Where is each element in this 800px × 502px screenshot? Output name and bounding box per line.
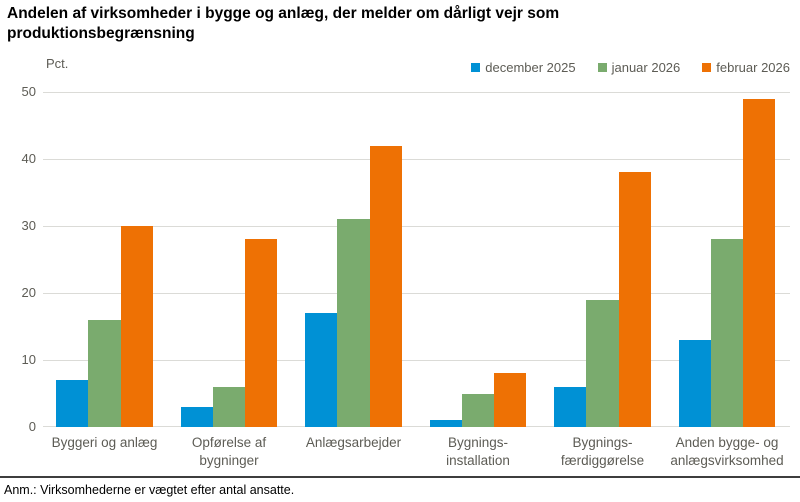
legend: december 2025 januar 2026 februar 2026 xyxy=(471,60,790,75)
y-axis-unit-label: Pct. xyxy=(46,56,69,71)
bar-februar-2026 xyxy=(245,239,278,427)
legend-item-februar-2026: februar 2026 xyxy=(702,60,790,75)
x-axis-label: Byggeri og anlæg xyxy=(51,435,158,450)
x-axis-label: Anden bygge- og anlægsvirksomhed xyxy=(670,435,784,468)
bar-december-2025 xyxy=(429,420,462,427)
x-axis-label: Bygnings- installation xyxy=(446,435,510,468)
bar-januar-2026 xyxy=(212,386,246,427)
chart-title: Andelen af virksomheder i bygge og anlæg… xyxy=(7,5,560,42)
bar-group xyxy=(305,92,402,427)
legend-label: januar 2026 xyxy=(611,60,681,75)
y-tick-label-0: 0 xyxy=(28,419,36,434)
bar-group xyxy=(429,92,527,427)
legend-item-januar-2026: januar 2026 xyxy=(597,60,681,75)
x-axis-label: Opførelse af bygninger xyxy=(191,435,267,468)
y-tick-label-20: 20 xyxy=(21,285,36,300)
legend-item-december-2025: december 2025 xyxy=(471,60,576,75)
gridline-0 xyxy=(43,426,790,427)
gridline-10 xyxy=(43,360,790,361)
footer-divider xyxy=(0,476,800,478)
bar-group xyxy=(554,92,651,427)
legend-label: december 2025 xyxy=(485,60,576,75)
legend-swatch-icon xyxy=(597,63,607,72)
gridline-50 xyxy=(43,92,790,93)
bar-februar-2026 xyxy=(618,172,651,427)
bar-januar-2026 xyxy=(710,239,744,427)
x-axis-label: Bygnings- færdiggørelse xyxy=(560,435,645,468)
footnote: Anm.: Virksomhederne er vægtet efter ant… xyxy=(4,483,295,497)
bar-januar-2026 xyxy=(461,393,495,427)
bar-december-2025 xyxy=(678,339,711,427)
bar-december-2025 xyxy=(56,380,89,427)
bar-februar-2026 xyxy=(120,226,153,427)
bar-januar-2026 xyxy=(586,299,619,427)
y-tick-label-40: 40 xyxy=(21,151,36,166)
bar-februar-2026 xyxy=(369,145,402,427)
legend-swatch-icon xyxy=(471,63,481,72)
bar-januar-2026 xyxy=(88,319,121,427)
gridline-20 xyxy=(43,293,790,294)
bar-group xyxy=(180,92,278,427)
bar-group xyxy=(678,92,776,427)
y-tick-label-30: 30 xyxy=(21,218,36,233)
legend-label: februar 2026 xyxy=(716,60,790,75)
bar-december-2025 xyxy=(305,313,338,427)
plot-area xyxy=(43,92,790,427)
bar-december-2025 xyxy=(180,406,213,427)
x-axis-labels: Byggeri og anlæg Opførelse af bygninger An… xyxy=(43,434,790,474)
bar-februar-2026 xyxy=(494,373,527,427)
chart-area: 0 10 20 30 40 50 Byggeri og anlæg Opførelse af… xyxy=(0,84,800,468)
bar-februar-2026 xyxy=(743,98,776,427)
gridline-30 xyxy=(43,226,790,227)
legend-swatch-icon xyxy=(702,63,712,72)
bar-group xyxy=(56,92,153,427)
gridline-40 xyxy=(43,159,790,160)
y-tick-label-10: 10 xyxy=(21,352,36,367)
bar-januar-2026 xyxy=(337,219,370,427)
y-tick-label-50: 50 xyxy=(21,84,36,99)
x-axis-label: Anlægsarbejder xyxy=(305,435,402,450)
bar-december-2025 xyxy=(554,386,587,427)
